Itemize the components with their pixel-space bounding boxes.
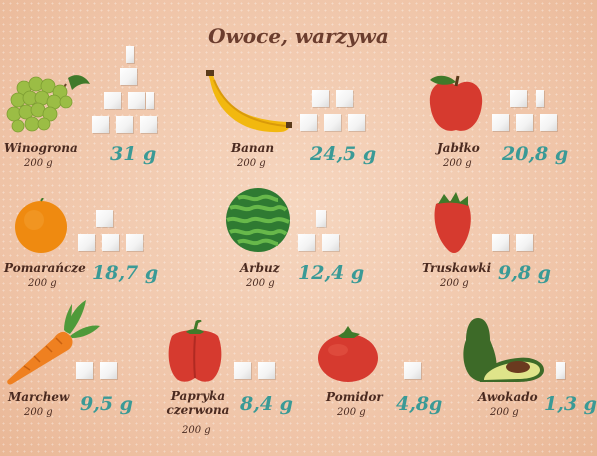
- item-weight: 200 g: [440, 278, 469, 289]
- strawberry-icon: [430, 192, 474, 258]
- item-weight: 200 g: [24, 407, 53, 418]
- item-name: Arbuz: [240, 261, 280, 275]
- watermelon-icon: [224, 186, 292, 258]
- apple-icon: [426, 72, 486, 140]
- item-name: Pomidor: [326, 390, 383, 404]
- item-weight: 200 g: [246, 278, 275, 289]
- item-sugar: 18,7 g: [92, 262, 159, 284]
- item-weight: 200 g: [182, 425, 211, 436]
- item-sugar: 12,4 g: [298, 262, 365, 284]
- item-sugar: 31 g: [110, 143, 157, 165]
- item-name: Awokado: [478, 390, 538, 404]
- item-weight: 200 g: [28, 278, 57, 289]
- tomato-icon: [316, 326, 380, 388]
- item-name: Jabłko: [437, 141, 480, 155]
- red-pepper-icon: [166, 318, 224, 388]
- avocado-icon: [460, 316, 548, 388]
- item-sugar: 24,5 g: [310, 143, 377, 165]
- item-name: Papryka czerwona: [166, 389, 230, 417]
- orange-icon: [14, 197, 70, 258]
- item-weight: 200 g: [237, 158, 266, 169]
- item-weight: 200 g: [24, 158, 53, 169]
- item-name: Pomarańcze: [4, 261, 86, 275]
- item-sugar: 20,8 g: [502, 143, 569, 165]
- item-sugar: 9,8 g: [498, 262, 551, 284]
- item-sugar: 4,8g: [396, 393, 443, 415]
- carrot-icon: [6, 298, 102, 390]
- item-name: Winogrona: [4, 141, 78, 155]
- item-weight: 200 g: [443, 158, 472, 169]
- banana-icon: [202, 70, 294, 140]
- item-name: Marchew: [8, 390, 70, 404]
- page-title: Owoce, warzywa: [208, 24, 389, 48]
- item-sugar: 8,4 g: [240, 393, 293, 415]
- item-sugar: 9,5 g: [80, 393, 133, 415]
- item-name: Truskawki: [422, 261, 492, 275]
- grapes-icon: [6, 70, 92, 140]
- item-name: Banan: [231, 141, 275, 155]
- item-weight: 200 g: [337, 407, 366, 418]
- item-sugar: 1,3 g: [544, 393, 597, 415]
- item-weight: 200 g: [490, 407, 519, 418]
